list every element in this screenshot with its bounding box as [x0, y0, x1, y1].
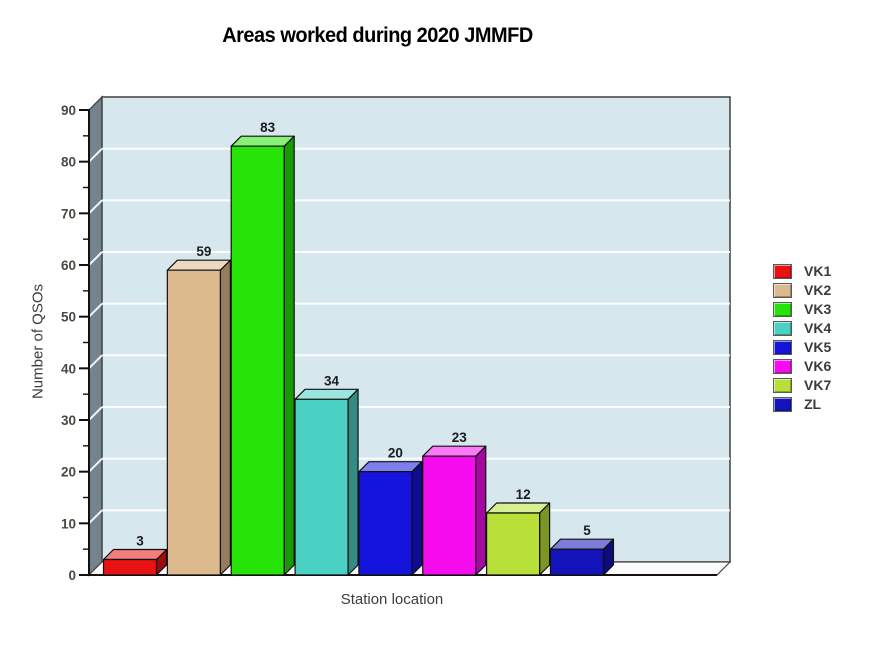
legend-swatch — [773, 397, 792, 412]
bar-front-face — [102, 558, 158, 576]
bar-VK4 — [294, 388, 359, 576]
gridline-wall-segment — [88, 147, 103, 163]
bar-VK1 — [102, 548, 168, 576]
y-tick-label: 20 — [61, 465, 76, 480]
legend-swatch — [773, 321, 792, 336]
bar-front-face — [422, 455, 477, 576]
x-axis-title: Station location — [340, 591, 444, 608]
bar-value-label: 3 — [136, 534, 144, 549]
y-tick-label: 50 — [61, 310, 76, 325]
bar-front-face — [549, 548, 605, 576]
legend-swatch — [773, 264, 792, 279]
bar-VK5 — [358, 461, 423, 576]
bar-side-face — [283, 135, 295, 576]
y-tick-label: 40 — [61, 361, 76, 376]
gridline-wall-segment — [88, 251, 103, 266]
bar-VK6 — [422, 445, 487, 576]
bar-value-label: 34 — [324, 373, 340, 388]
legend-item-VK1: VK1 — [773, 262, 831, 281]
bar-front-face — [294, 398, 349, 576]
bar-top-face — [294, 388, 359, 400]
bar-front-face — [358, 471, 413, 576]
bar-side-face — [411, 461, 423, 576]
legend-label: VK1 — [804, 263, 832, 279]
bar-top-face — [486, 502, 551, 514]
bar-front-face — [486, 512, 541, 576]
y-tick-label: 70 — [61, 206, 76, 221]
chart-title: Areas worked during 2020 JMMFD — [222, 24, 533, 47]
bar-value-label: 23 — [452, 430, 468, 445]
bar-VK2 — [166, 259, 231, 576]
bar-top-face — [102, 548, 168, 561]
legend-label: VK3 — [804, 301, 832, 317]
legend: VK1 VK2 VK3 VK4 VK5 VK6 VK7 ZL — [773, 262, 831, 414]
bar-side-face — [538, 502, 551, 576]
bar-value-label: 5 — [583, 523, 591, 538]
legend-swatch — [773, 283, 792, 298]
y-tick-label: 10 — [61, 516, 76, 531]
bar-side-face — [219, 259, 231, 576]
bar-ZL — [549, 538, 615, 576]
y-tick-label: 30 — [61, 413, 76, 428]
legend-swatch — [773, 302, 792, 317]
legend-item-VK5: VK5 — [773, 338, 831, 357]
legend-label: VK6 — [804, 358, 832, 374]
legend-label: VK2 — [804, 282, 832, 298]
bar-side-face — [347, 388, 359, 576]
legend-item-VK6: VK6 — [773, 357, 831, 376]
bar-value-label: 59 — [196, 244, 211, 259]
bar-front-face — [230, 145, 285, 576]
y-tick-label: 80 — [61, 155, 76, 170]
legend-swatch — [773, 340, 792, 355]
bar-top-face — [549, 538, 615, 550]
bar-value-label: 20 — [388, 446, 403, 461]
legend-item-ZL: ZL — [773, 395, 831, 414]
legend-item-VK2: VK2 — [773, 281, 831, 300]
bar-top-face — [358, 461, 423, 473]
legend-label: VK7 — [804, 377, 832, 393]
y-tick-label: 90 — [61, 103, 76, 118]
bar-side-face — [475, 445, 487, 576]
gridline-wall-segment — [88, 406, 103, 421]
legend-label: VK4 — [804, 320, 832, 336]
legend-item-VK7: VK7 — [773, 376, 831, 395]
bar-top-face — [166, 259, 231, 271]
gridline-wall-segment — [88, 302, 103, 318]
bar-top-face — [422, 445, 487, 457]
legend-item-VK4: VK4 — [773, 319, 831, 338]
legend-label: VK5 — [804, 339, 832, 355]
y-tick-label: 0 — [68, 568, 76, 583]
legend-swatch — [773, 378, 792, 393]
y-tick-label: 60 — [61, 258, 76, 273]
gridline-wall-segment — [88, 509, 103, 525]
bar-VK3 — [230, 135, 295, 576]
legend-item-VK3: VK3 — [773, 300, 831, 319]
legend-swatch — [773, 359, 792, 374]
gridline-wall-segment — [88, 199, 103, 215]
bar-front-face — [166, 269, 221, 576]
left-wall — [88, 95, 103, 577]
bar-value-label: 12 — [516, 487, 531, 502]
legend-label: ZL — [804, 396, 822, 412]
bar-top-face — [230, 135, 295, 147]
gridline-wall-segment — [88, 457, 103, 473]
gridline-wall-segment — [88, 354, 103, 370]
bar-value-label: 83 — [260, 120, 276, 135]
bar-VK7 — [486, 502, 551, 576]
